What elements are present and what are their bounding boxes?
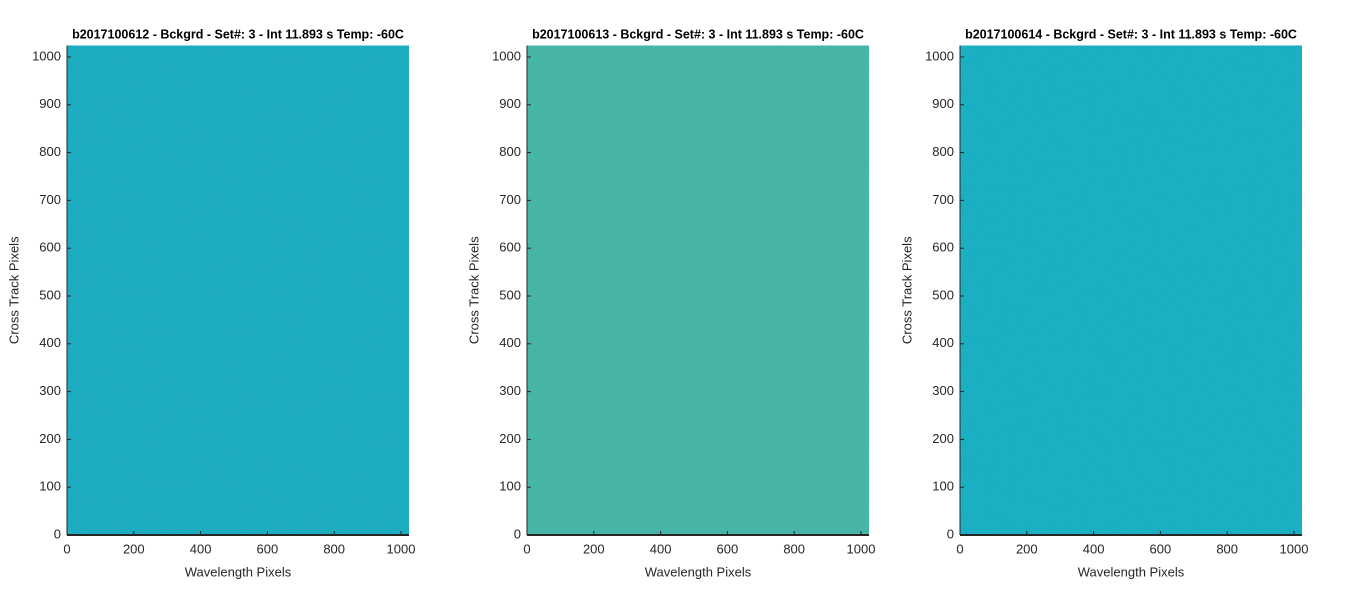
- x-tick-label: 200: [123, 541, 145, 556]
- x-axis-label: Wavelength Pixels: [185, 564, 292, 579]
- y-tick-label: 400: [932, 335, 954, 350]
- x-tick-label: 0: [63, 541, 70, 556]
- y-tick-label: 100: [39, 479, 61, 494]
- x-tick-label: 0: [523, 541, 530, 556]
- y-tick-label: 300: [499, 383, 521, 398]
- y-tick-label: 700: [499, 192, 521, 207]
- y-tick-label: 1000: [925, 48, 954, 63]
- y-tick-label: 1000: [492, 48, 521, 63]
- x-tick-label: 1000: [1280, 541, 1309, 556]
- y-tick-label: 1000: [32, 48, 61, 63]
- y-tick-label: 900: [39, 96, 61, 111]
- y-tick-label: 800: [499, 144, 521, 159]
- y-tick-label: 200: [499, 431, 521, 446]
- y-tick-label: 500: [499, 287, 521, 302]
- x-tick-label: 600: [257, 541, 279, 556]
- chart-title: b2017100612 - Bckgrd - Set#: 3 - Int 11.…: [72, 27, 404, 41]
- x-tick-label: 200: [583, 541, 605, 556]
- x-tick-label: 800: [1216, 541, 1238, 556]
- y-tick-label: 800: [39, 144, 61, 159]
- y-tick-label: 800: [932, 144, 954, 159]
- x-tick-label: 600: [717, 541, 739, 556]
- y-tick-label: 900: [499, 96, 521, 111]
- y-tick-label: 200: [932, 431, 954, 446]
- x-tick-label: 400: [190, 541, 212, 556]
- x-axis-label: Wavelength Pixels: [1078, 564, 1185, 579]
- y-tick-label: 200: [39, 431, 61, 446]
- y-axis-label: Cross Track Pixels: [899, 236, 914, 344]
- image-noise: [960, 45, 1302, 535]
- x-tick-label: 200: [1016, 541, 1038, 556]
- y-tick-label: 500: [932, 287, 954, 302]
- x-tick-label: 800: [323, 541, 345, 556]
- y-tick-label: 400: [499, 335, 521, 350]
- image-noise: [67, 45, 409, 535]
- y-tick-label: 600: [499, 240, 521, 255]
- x-tick-label: 400: [650, 541, 672, 556]
- x-tick-label: 800: [783, 541, 805, 556]
- x-tick-label: 1000: [847, 541, 876, 556]
- x-tick-label: 600: [1150, 541, 1172, 556]
- x-tick-label: 0: [956, 541, 963, 556]
- y-tick-label: 0: [54, 526, 61, 541]
- y-tick-label: 0: [947, 526, 954, 541]
- y-tick-label: 300: [39, 383, 61, 398]
- y-tick-label: 700: [932, 192, 954, 207]
- y-tick-label: 600: [932, 240, 954, 255]
- y-tick-label: 100: [932, 479, 954, 494]
- chart-title: b2017100613 - Bckgrd - Set#: 3 - Int 11.…: [532, 27, 864, 41]
- y-tick-label: 400: [39, 335, 61, 350]
- y-axis-label: Cross Track Pixels: [466, 236, 481, 344]
- chart-title: b2017100614 - Bckgrd - Set#: 3 - Int 11.…: [965, 27, 1297, 41]
- x-axis-label: Wavelength Pixels: [645, 564, 752, 579]
- image-noise: [527, 45, 869, 535]
- y-tick-label: 0: [514, 526, 521, 541]
- y-axis-label: Cross Track Pixels: [6, 236, 21, 344]
- x-tick-label: 400: [1083, 541, 1105, 556]
- y-tick-label: 900: [932, 96, 954, 111]
- y-tick-label: 500: [39, 287, 61, 302]
- y-tick-label: 100: [499, 479, 521, 494]
- x-tick-label: 1000: [387, 541, 416, 556]
- y-tick-label: 700: [39, 192, 61, 207]
- y-tick-label: 300: [932, 383, 954, 398]
- y-tick-label: 600: [39, 240, 61, 255]
